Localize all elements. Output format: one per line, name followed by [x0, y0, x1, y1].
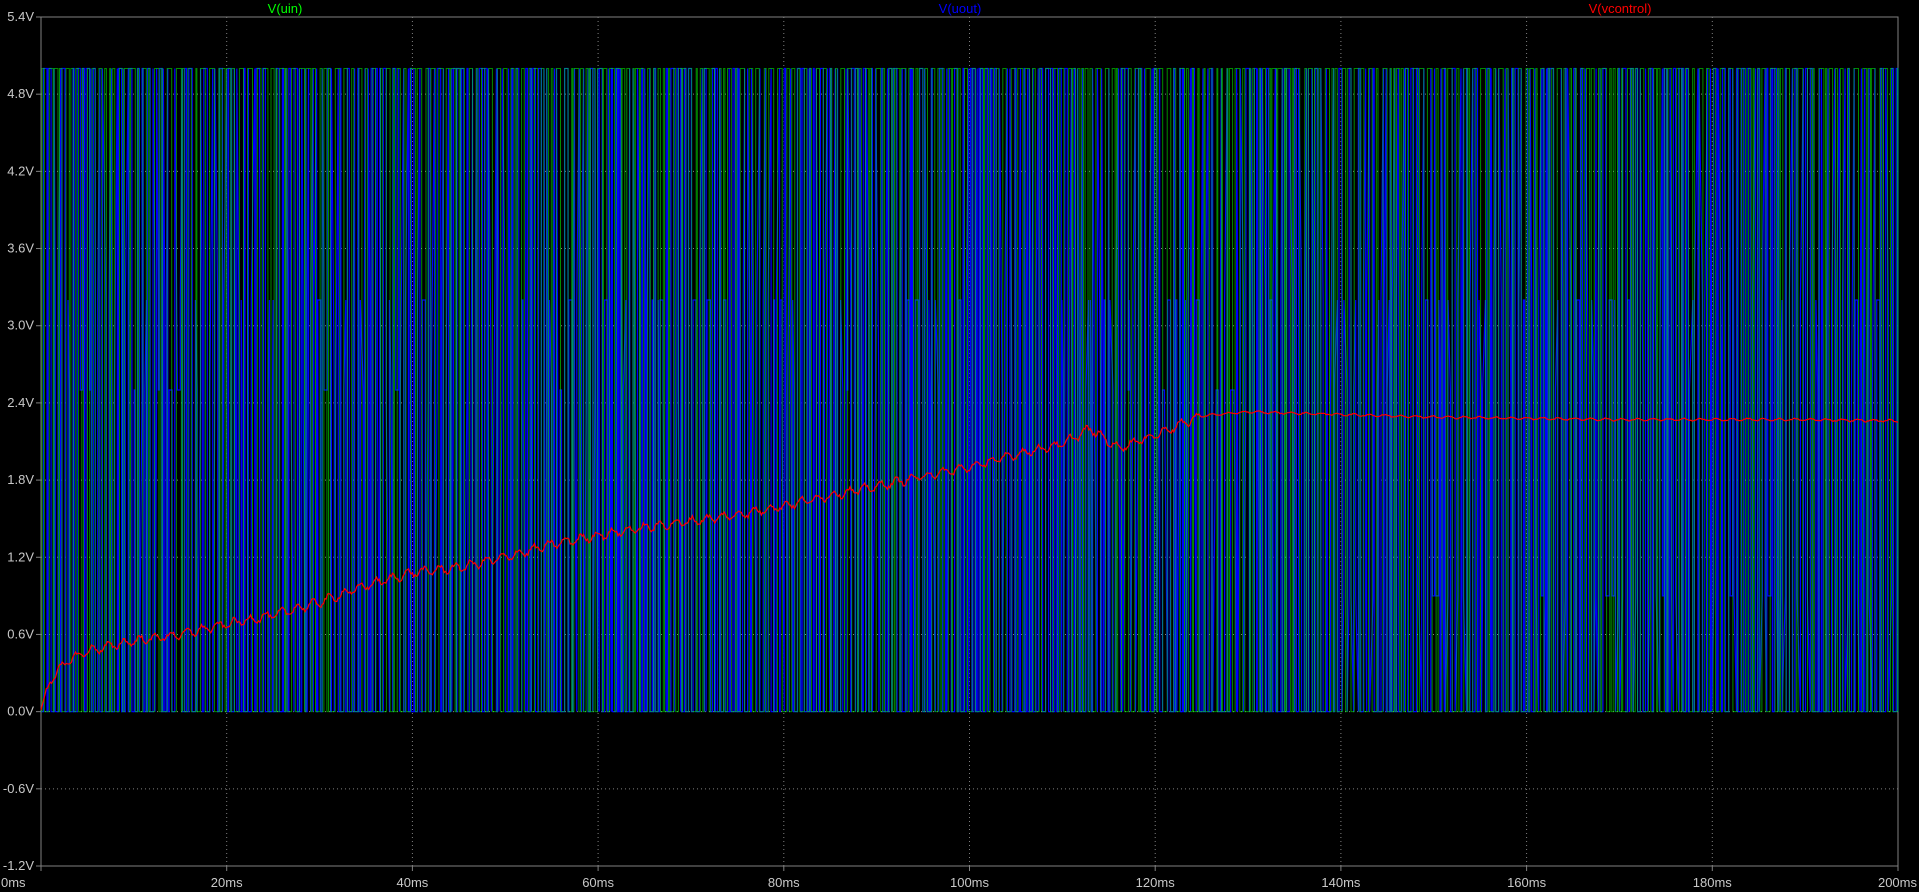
- x-tick-label: 120ms: [1136, 875, 1176, 890]
- y-tick-label: -0.6V: [3, 781, 34, 796]
- y-tick-label: 1.8V: [7, 472, 34, 487]
- x-tick-label: 0ms: [1, 875, 26, 890]
- x-tick-label: 100ms: [950, 875, 990, 890]
- x-tick-label: 180ms: [1693, 875, 1733, 890]
- y-tick-label: 4.8V: [7, 86, 34, 101]
- series-uin-line: [41, 68, 1899, 713]
- x-tick-label: 140ms: [1321, 875, 1361, 890]
- series-layer: [40, 67, 1899, 713]
- y-tick-label: 4.2V: [7, 163, 34, 178]
- legend: V(uin) V(uout) V(vcontrol): [268, 1, 1652, 16]
- y-tick-label: 2.4V: [7, 395, 34, 410]
- x-tick-label: 80ms: [768, 875, 800, 890]
- x-tick-label: 40ms: [397, 875, 429, 890]
- series-vcontrol-line: [40, 410, 1899, 711]
- x-tick-label: 60ms: [582, 875, 614, 890]
- x-axis-tick-labels: 0ms 20ms 40ms 60ms 80ms 100ms 120ms 140ms 160ms 1…: [1, 875, 1917, 890]
- y-tick-label: -1.2V: [3, 858, 34, 873]
- y-axis-tick-labels: 5.4V 4.8V 4.2V 3.6V 3.0V 2.4V 1.8V 1.2V 0.6V 0.0V…: [3, 9, 34, 873]
- legend-entry: V(uout): [939, 1, 982, 16]
- x-tick-label: 160ms: [1507, 875, 1547, 890]
- y-tick-label: 0.0V: [7, 704, 34, 719]
- y-tick-label: 1.2V: [7, 549, 34, 564]
- y-tick-label: 3.6V: [7, 241, 34, 256]
- y-tick-label: 3.0V: [7, 318, 34, 333]
- x-tick-label: 200ms: [1878, 875, 1918, 890]
- legend-entry: V(vcontrol): [1589, 1, 1652, 16]
- y-tick-label: 5.4V: [7, 9, 34, 24]
- x-tick-label: 20ms: [211, 875, 243, 890]
- legend-entry: V(uin): [268, 1, 303, 16]
- y-tick-label: 0.6V: [7, 626, 34, 641]
